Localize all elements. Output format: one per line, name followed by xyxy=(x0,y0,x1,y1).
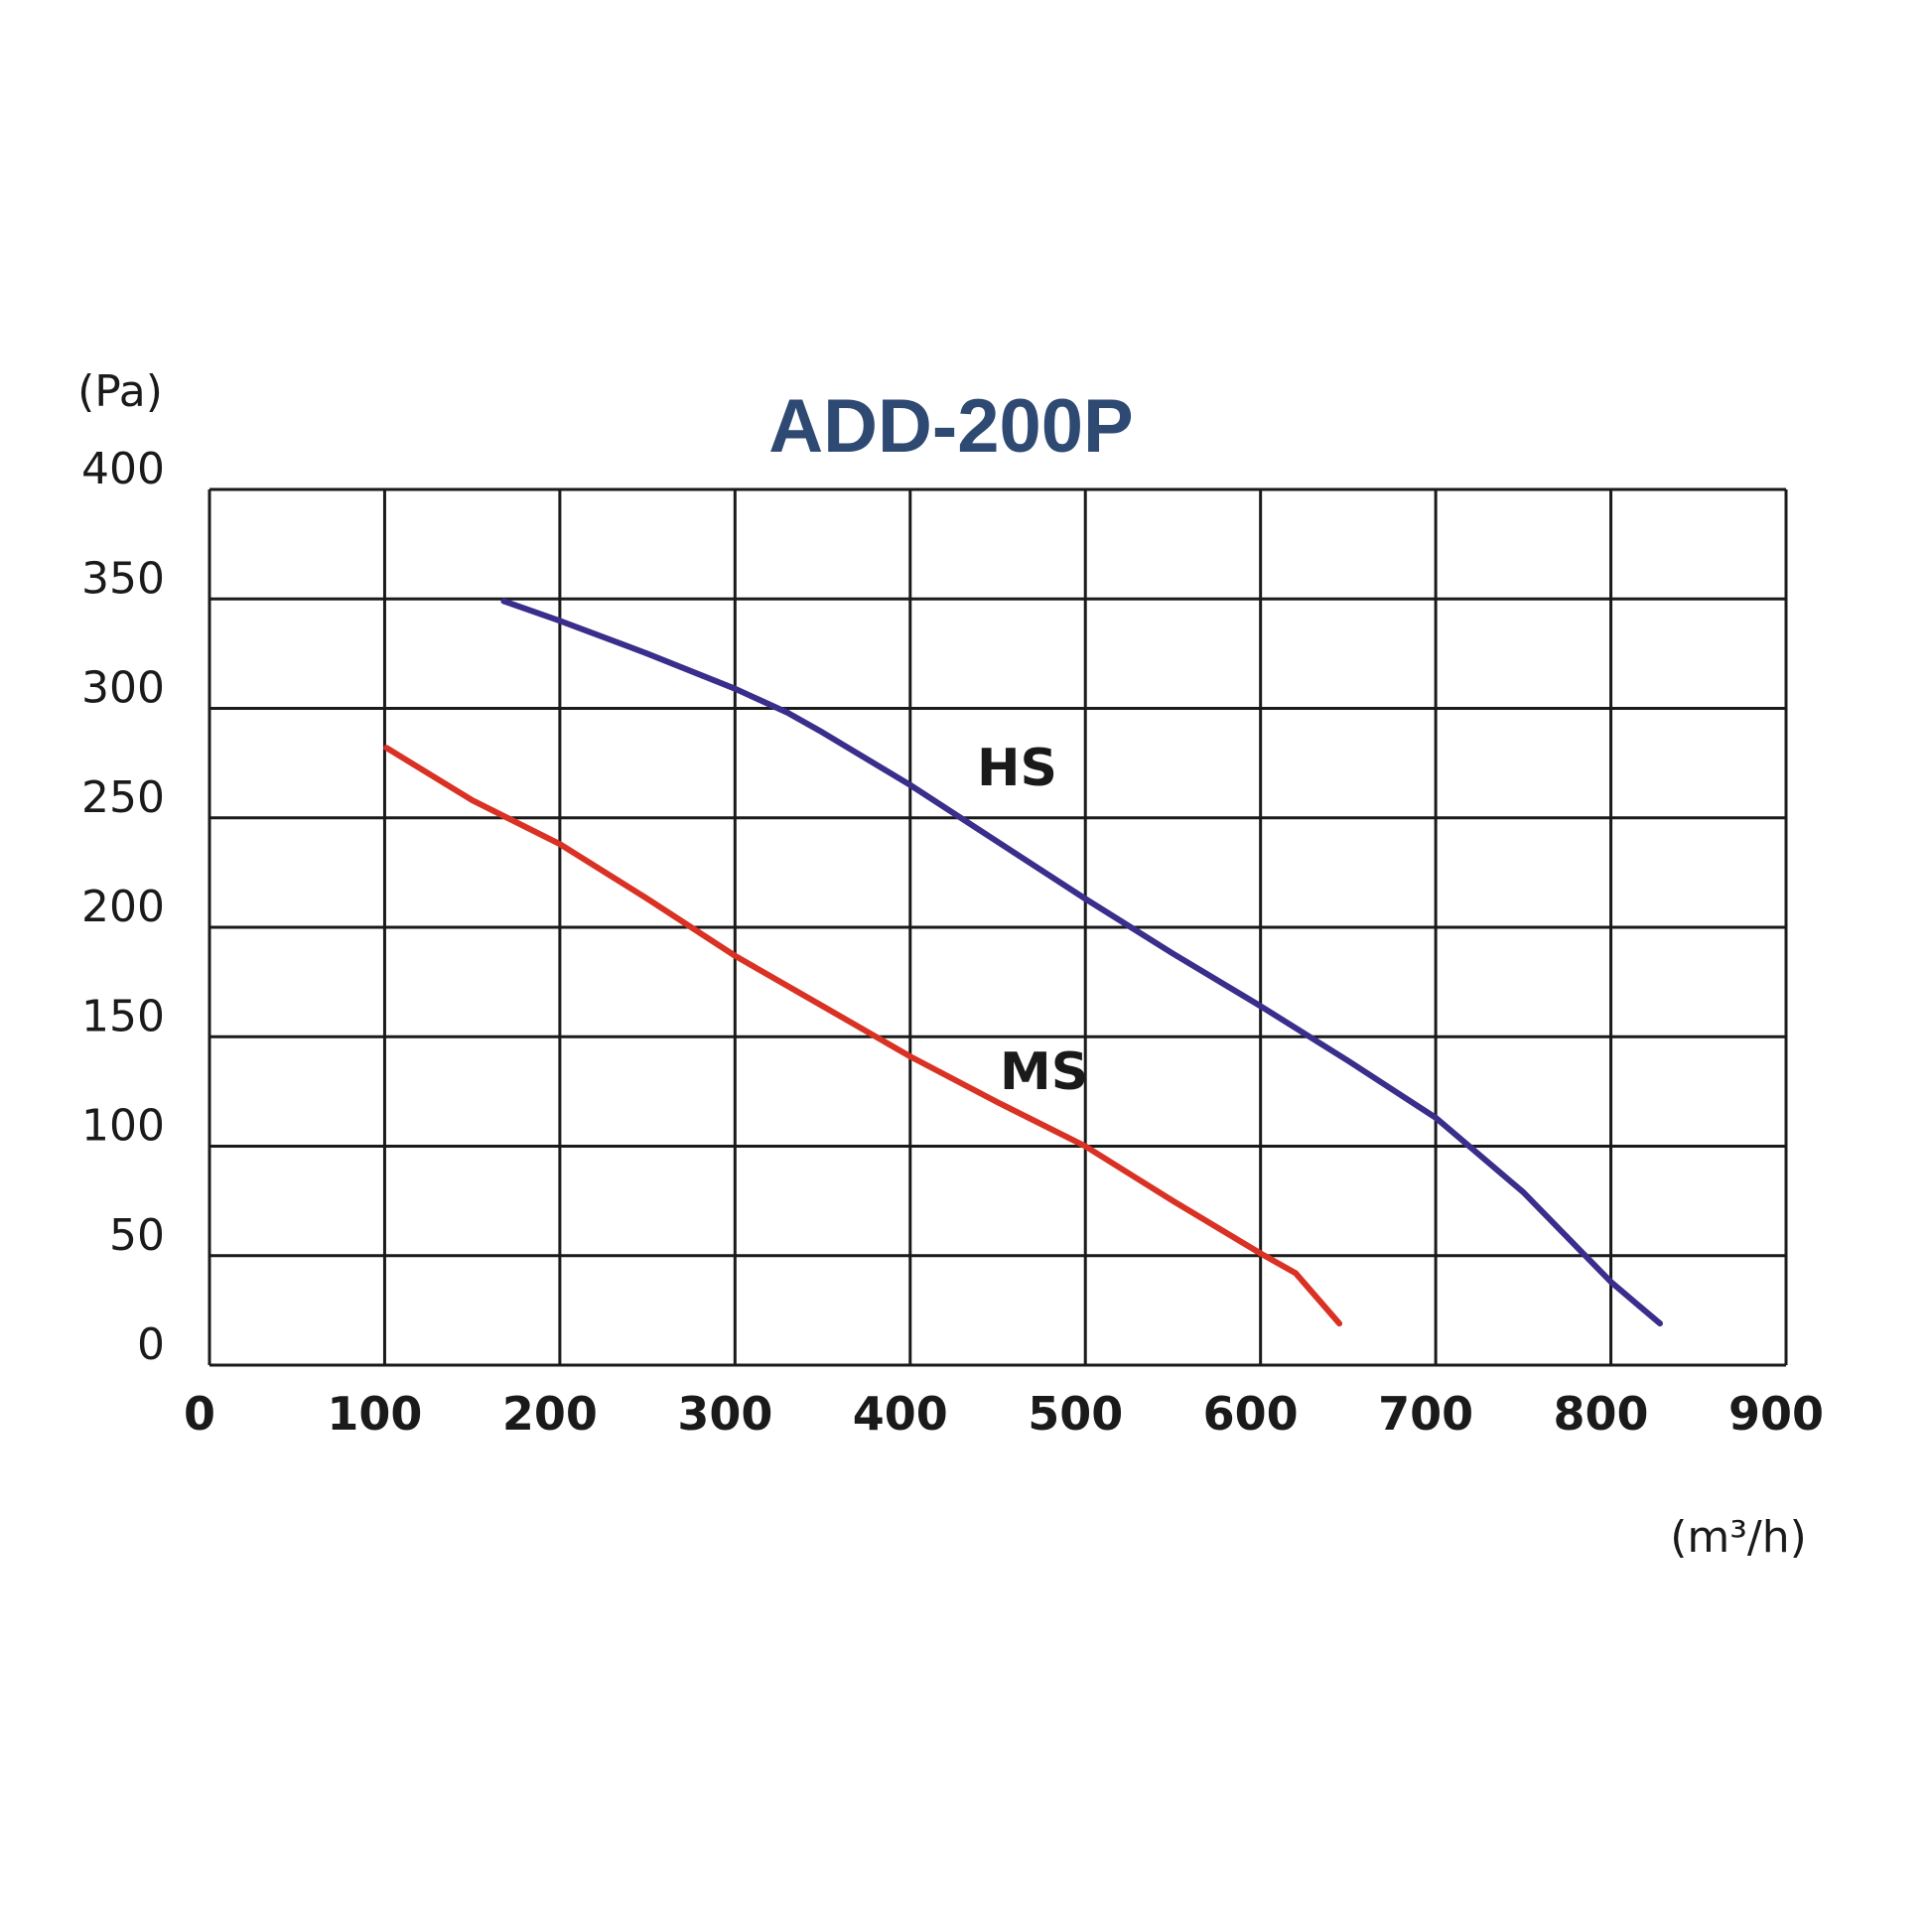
x-tick-label-100: 100 xyxy=(327,1387,422,1441)
y-tick-label-200: 200 xyxy=(81,882,165,932)
grid xyxy=(207,487,1788,1367)
series-lines xyxy=(383,598,1663,1327)
y-tick-label-50: 50 xyxy=(109,1210,165,1261)
x-axis-ticks: 0 100 200 300 400 500 600 700 800 900 xyxy=(184,1387,1824,1441)
x-axis-unit-label: (m³/h) xyxy=(1670,1512,1807,1563)
chart-title: ADD-200P xyxy=(768,384,1133,469)
series-label-hs: HS xyxy=(977,739,1057,798)
x-tick-label-800: 800 xyxy=(1554,1387,1649,1441)
y-tick-label-0: 0 xyxy=(137,1319,165,1370)
y-tick-label-150: 150 xyxy=(81,991,165,1041)
x-tick-label-700: 700 xyxy=(1378,1387,1473,1441)
series-line-hs xyxy=(500,598,1663,1327)
y-axis-unit-label: (Pa) xyxy=(77,366,163,417)
x-tick-label-900: 900 xyxy=(1728,1387,1824,1441)
x-tick-label-200: 200 xyxy=(502,1387,598,1441)
y-tick-label-100: 100 xyxy=(81,1101,165,1152)
y-axis-ticks: 0 50 100 150 200 250 300 350 400 xyxy=(81,444,165,1370)
series-label-ms: MS xyxy=(1000,1042,1088,1102)
y-tick-label-300: 300 xyxy=(81,663,165,714)
x-tick-label-0: 0 xyxy=(184,1387,215,1441)
y-tick-label-250: 250 xyxy=(81,772,165,823)
y-tick-label-400: 400 xyxy=(81,444,165,494)
x-tick-label-600: 600 xyxy=(1203,1387,1299,1441)
x-tick-label-300: 300 xyxy=(677,1387,772,1441)
x-tick-label-400: 400 xyxy=(853,1387,948,1441)
series-line-ms xyxy=(383,745,1343,1327)
x-tick-label-500: 500 xyxy=(1028,1387,1123,1441)
y-tick-label-350: 350 xyxy=(81,553,165,604)
